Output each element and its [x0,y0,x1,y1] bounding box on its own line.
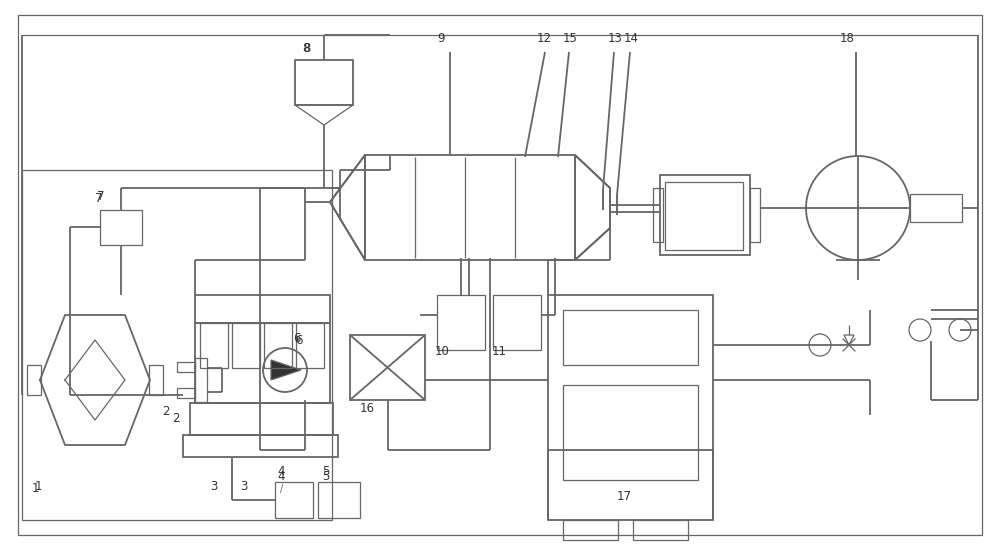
Text: 2: 2 [162,405,170,418]
Polygon shape [271,360,301,380]
Bar [275,482,313,518]
Bar [437,295,485,350]
Text: 4: 4 [277,470,285,483]
Bar [200,323,228,368]
Bar [264,323,292,368]
Bar [100,210,142,245]
Text: 9: 9 [437,32,444,45]
Text: 13: 13 [608,32,623,45]
Text: 6: 6 [293,332,300,345]
Text: 3: 3 [240,480,247,493]
Text: 14: 14 [624,32,639,45]
Bar [27,365,41,395]
Text: 16: 16 [360,402,375,415]
Bar [22,170,332,520]
Text: 1: 1 [35,480,42,493]
Bar [365,155,575,260]
Bar [350,335,425,400]
Text: 7: 7 [97,190,104,203]
Bar [493,295,541,350]
Bar [296,323,324,368]
Bar [633,520,688,540]
Bar [563,310,698,365]
Bar [653,188,663,242]
Text: /: / [280,484,283,494]
Bar [910,194,962,222]
Text: 12: 12 [537,32,552,45]
Bar [563,520,618,540]
Bar [190,403,333,435]
Text: 1: 1 [32,482,40,495]
Text: 15: 15 [563,32,578,45]
Bar [177,362,195,372]
Text: 6: 6 [295,334,302,347]
Bar [548,295,713,520]
Text: 5: 5 [322,470,329,483]
Bar [232,323,260,368]
Bar [149,365,163,395]
Text: 18: 18 [840,32,855,45]
Text: 17: 17 [617,490,632,503]
Text: 8: 8 [302,42,309,55]
Bar [195,358,207,402]
Bar [563,385,698,480]
Bar [295,60,353,105]
Text: 8: 8 [303,42,310,55]
Text: 2: 2 [172,412,180,425]
Text: 10: 10 [435,345,450,358]
Bar [318,482,360,518]
Text: 3: 3 [210,480,217,493]
Text: 7: 7 [95,192,103,205]
Text: 4: 4 [277,465,285,478]
Bar [665,182,743,250]
Bar [177,388,195,398]
Bar [195,323,330,403]
Bar [660,175,750,255]
Text: 11: 11 [492,345,507,358]
Text: 5: 5 [322,465,329,478]
Bar [750,188,760,242]
Bar [195,295,330,323]
Bar [183,435,338,457]
